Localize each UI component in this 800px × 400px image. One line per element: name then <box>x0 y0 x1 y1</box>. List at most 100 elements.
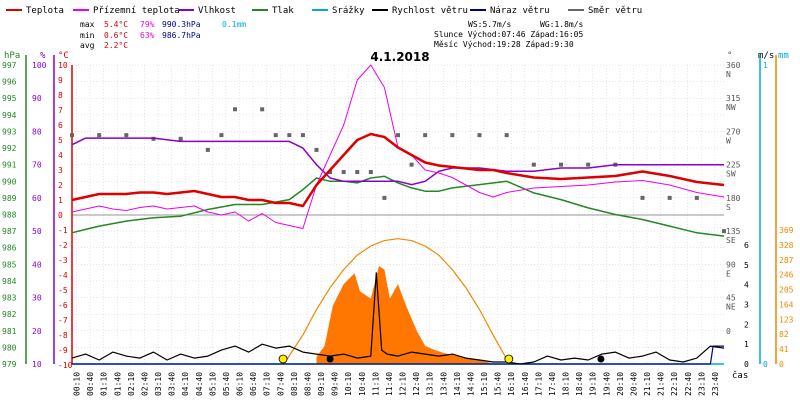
x-tick-34: 17:10 <box>534 372 543 396</box>
dir-point-20 <box>423 133 428 138</box>
ms-tick-5: 5 <box>744 261 749 270</box>
temp-tick--6: -6 <box>58 301 68 310</box>
info-moon: Měsíc Východ:19:28 Západ:9:30 <box>434 40 574 49</box>
x-tick-35: 17:40 <box>548 372 557 396</box>
dir-label-315: NW <box>726 103 736 112</box>
axis-label-mm: mm <box>778 51 789 61</box>
axis-label-hpa: hPa <box>4 51 20 61</box>
dir-point-11 <box>300 133 305 138</box>
temp-tick-0: 0 <box>58 211 63 220</box>
temp-tick--5: -5 <box>58 286 68 295</box>
temp-tick-10: 10 <box>58 61 68 70</box>
x-tick-44: 22:10 <box>670 372 679 396</box>
legend-entry-3: Tlak <box>272 6 294 16</box>
dir-label-90: E <box>726 269 731 278</box>
axis-label-pct: % <box>40 51 46 61</box>
stats-min-label: min <box>80 31 95 40</box>
stats-max-rain: 0.1mm <box>222 20 246 29</box>
legend-entry-2: Vlhkost <box>198 6 236 16</box>
series-solar-area <box>316 265 494 364</box>
pct-tick-10: 10 <box>32 360 42 369</box>
info-sun: Slunce Východ:07:46 Západ:16:05 <box>434 30 583 39</box>
pct-tick-20: 20 <box>32 327 42 336</box>
dir-point-10 <box>287 133 292 138</box>
hpa-tick-992: 992 <box>2 144 17 153</box>
temp-tick-2: 2 <box>58 181 63 190</box>
dir-point-7 <box>233 107 237 112</box>
hpa-tick-996: 996 <box>2 78 17 87</box>
x-tick-27: 13:40 <box>439 372 448 396</box>
ms-tick-4: 4 <box>744 281 749 290</box>
pct-tick-100: 100 <box>32 61 47 70</box>
hpa-tick-994: 994 <box>2 111 17 120</box>
x-tick-40: 20:10 <box>616 372 625 396</box>
series-temp <box>71 132 725 208</box>
x-tick-15: 07:40 <box>276 372 285 396</box>
x-tick-18: 09:10 <box>317 372 326 396</box>
dir-tick-180: 180 <box>726 194 741 203</box>
x-axis-label: čas <box>732 370 748 381</box>
x-tick-8: 04:10 <box>181 372 190 396</box>
solar-tick-0: 0 <box>779 360 784 369</box>
dir-point-18 <box>396 133 400 138</box>
hpa-tick-982: 982 <box>2 310 17 319</box>
dir-point-28 <box>640 195 645 200</box>
hpa-tick-997: 997 <box>2 61 17 70</box>
dir-point-31 <box>722 229 726 234</box>
ms-tick-0: 0 <box>744 360 749 369</box>
stats-max-hum: 79% <box>140 20 155 29</box>
series-gust <box>72 345 724 365</box>
dir-point-14 <box>341 170 346 175</box>
solar-tick-246: 246 <box>779 271 794 280</box>
x-tick-26: 13:10 <box>426 372 435 396</box>
legend-entry-5: Rychlost větru <box>392 6 468 16</box>
dir-label-45: NE <box>726 303 736 312</box>
axis-label-temp: °C <box>58 51 69 61</box>
stats-min-temp: 0.6°C <box>104 31 128 40</box>
info-ws: WS:5.7m/s <box>468 20 512 29</box>
dir-tick-360: 360 <box>726 61 741 70</box>
dir-tick-90: 90 <box>726 260 736 269</box>
x-tick-0: 00:10 <box>73 372 82 396</box>
temp-tick-6: 6 <box>58 121 63 130</box>
sunrise-marker <box>278 354 288 364</box>
dir-point-1 <box>97 133 102 138</box>
ms-tick-1: 1 <box>744 340 749 349</box>
x-tick-13: 06:40 <box>249 372 258 396</box>
dir-point-30 <box>694 195 699 200</box>
ms-tick-6: 6 <box>744 241 749 250</box>
plot-area <box>70 64 726 365</box>
stats-max-label: max <box>80 20 95 29</box>
dir-point-0 <box>70 133 74 138</box>
x-tick-43: 21:40 <box>657 372 666 396</box>
temp-tick-3: 3 <box>58 166 63 175</box>
dir-point-16 <box>368 170 373 175</box>
dir-tick-0: 0 <box>726 327 731 336</box>
x-tick-41: 20:40 <box>629 372 638 396</box>
temp-tick--1: -1 <box>58 226 68 235</box>
temp-tick--8: -8 <box>58 331 68 340</box>
dir-point-21 <box>450 133 455 138</box>
dir-point-9 <box>273 133 278 138</box>
temp-tick-4: 4 <box>58 151 63 160</box>
x-tick-19: 09:40 <box>331 372 340 396</box>
temp-tick--3: -3 <box>58 256 68 265</box>
solar-tick-41: 41 <box>779 345 789 354</box>
x-tick-47: 23:40 <box>711 372 720 396</box>
x-tick-25: 12:40 <box>412 372 421 396</box>
dir-point-13 <box>328 170 333 175</box>
series-press <box>71 175 725 237</box>
solar-tick-123: 123 <box>779 315 794 324</box>
x-tick-14: 07:10 <box>263 372 272 396</box>
pct-tick-70: 70 <box>32 161 42 170</box>
stats-avg-label: avg <box>80 41 95 50</box>
axis-label-ms: m/s <box>758 51 774 61</box>
legend-entry-7: Směr větru <box>588 6 642 16</box>
dir-point-15 <box>355 170 360 175</box>
x-tick-20: 10:10 <box>344 372 353 396</box>
dir-point-22 <box>477 133 482 138</box>
x-tick-42: 21:10 <box>643 372 652 396</box>
dir-tick-225: 225 <box>726 161 741 170</box>
dir-label-360: N <box>726 70 731 79</box>
dir-tick-270: 270 <box>726 127 741 136</box>
